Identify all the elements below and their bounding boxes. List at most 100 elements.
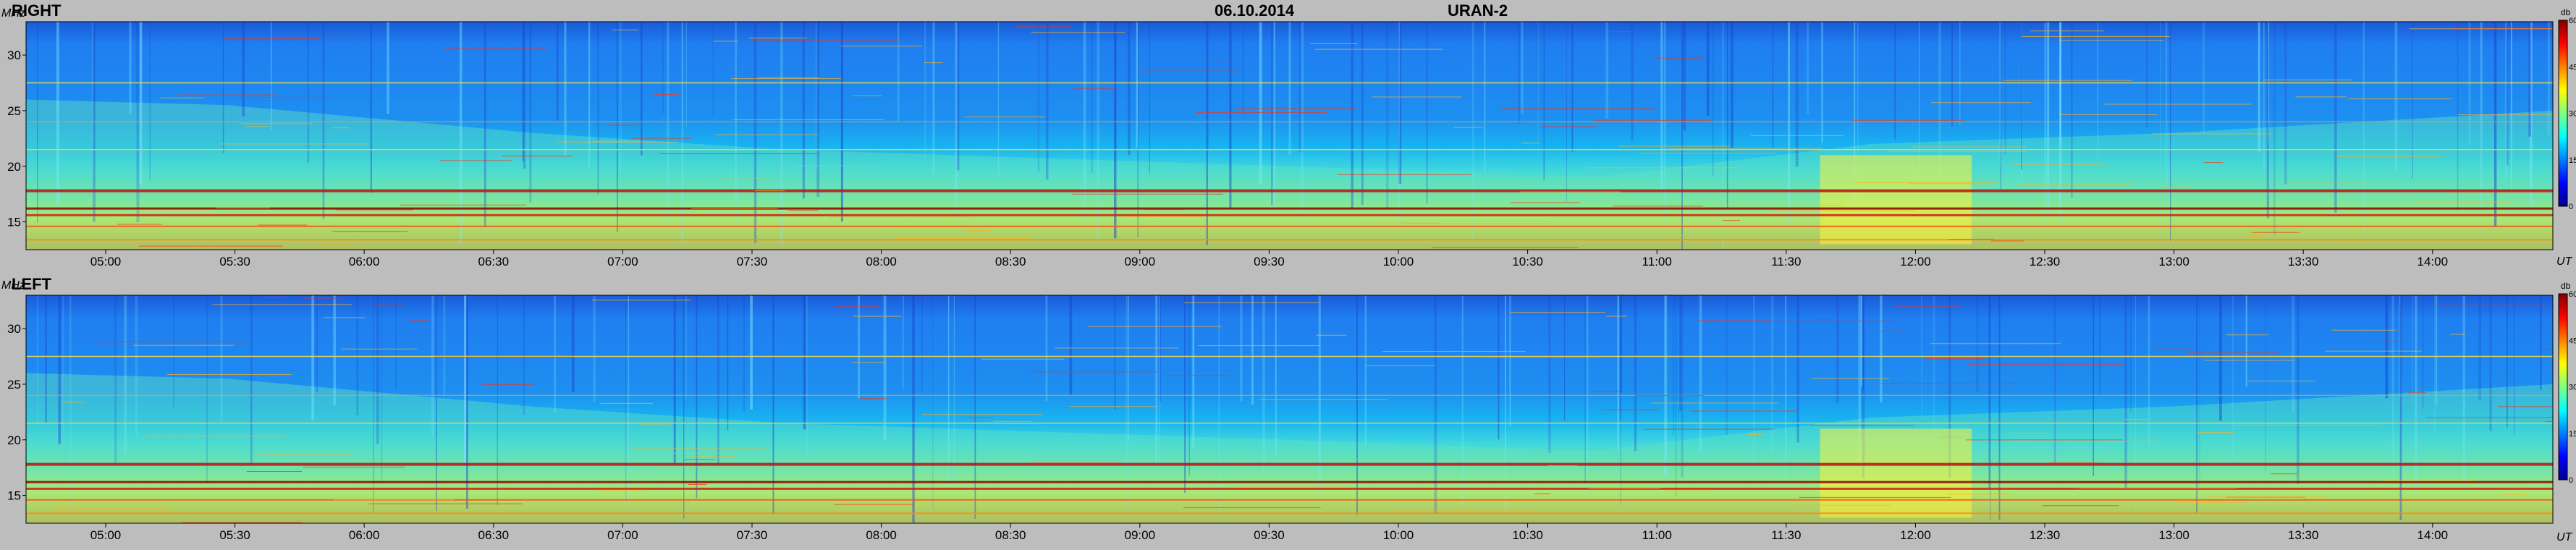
colorbar-unit-left: db (2561, 281, 2571, 291)
interference-stripe (2436, 295, 2438, 405)
interference-stripe (1566, 22, 1567, 202)
interference-stripe (858, 295, 860, 399)
interference-stripe (750, 295, 753, 410)
interference-stripe (58, 295, 61, 444)
interference-stripe (1726, 22, 1728, 210)
interference-stripe (743, 295, 746, 412)
interference-stripe (1136, 22, 1138, 148)
interference-stripe (1584, 295, 1586, 483)
interference-stripe (1461, 295, 1464, 505)
x-tick-label: 14:00 (2417, 528, 2449, 542)
interference-stripe (1351, 22, 1354, 208)
interference-stripe (727, 295, 729, 431)
interference-stripe (1149, 22, 1150, 173)
interference-stripe (1621, 295, 1623, 393)
x-tick-label: 09:00 (1125, 528, 1156, 542)
interference-stripe (222, 22, 224, 153)
interference-stripe (1471, 22, 1474, 241)
interference-stripe (2071, 22, 2073, 198)
colorbar-tick-label: 15 (2569, 156, 2576, 165)
interference-stripe (593, 295, 596, 402)
interference-stripe (683, 295, 685, 519)
interference-stripe (1699, 295, 1702, 453)
panel-title-left: LEFT (12, 275, 51, 293)
interference-stripe (149, 22, 151, 181)
x-tick-label: 13:00 (2158, 255, 2189, 268)
interference-stripe (124, 295, 127, 455)
interference-stripe (1605, 22, 1609, 119)
interference-stripe (1126, 295, 1128, 510)
interference-stripe (2507, 295, 2508, 428)
interference-stripe (932, 22, 935, 175)
interference-stripe (1046, 22, 1049, 179)
interference-stripe (395, 295, 397, 389)
interference-stripe (1206, 22, 1208, 245)
interference-stripe (1262, 295, 1265, 475)
x-tick-label: 11:00 (1642, 528, 1672, 542)
interference-stripe (2504, 22, 2507, 181)
interference-stripe (1795, 22, 1799, 167)
interference-stripe (1364, 295, 1367, 446)
interference-stripe (2468, 22, 2471, 146)
x-tick-label: 12:00 (1900, 528, 1931, 542)
interference-stripe (1318, 295, 1321, 492)
interference-stripe (617, 22, 618, 232)
interference-stripe (2292, 295, 2294, 413)
interference-stripe (1681, 295, 1684, 478)
spectrogram-field (26, 295, 2553, 523)
interference-stripe (1426, 22, 1428, 204)
interference-stripe (129, 22, 132, 114)
interference-stripe (1273, 22, 1275, 208)
interference-stripe (912, 295, 915, 522)
interference-stripe (1770, 295, 1774, 453)
interference-stripe (69, 295, 72, 506)
x-tick-label: 12:00 (1900, 255, 1931, 268)
interference-stripe (2399, 295, 2402, 520)
interference-stripe (431, 295, 434, 438)
interference-stripe (1620, 295, 1621, 420)
interference-stripe (1726, 295, 1728, 435)
interference-stripe (2124, 295, 2127, 489)
interference-stripe (2245, 295, 2247, 387)
interference-stripe (1356, 295, 1358, 515)
interference-stripe (2478, 295, 2481, 400)
interference-stripe (1484, 22, 1486, 172)
interference-stripe (220, 295, 223, 422)
x-tick-label: 09:00 (1125, 255, 1156, 268)
x-tick-label: 06:00 (349, 528, 380, 542)
interference-stripe (619, 22, 622, 172)
interference-stripe (1498, 295, 1500, 440)
y-tick-label: 15 (7, 216, 21, 229)
interference-stripe (522, 22, 524, 161)
interference-stripe (1788, 22, 1791, 227)
interference-stripe (1275, 295, 1277, 455)
interference-stripe (464, 295, 467, 464)
interference-stripe (816, 22, 820, 198)
y-tick-label: 25 (7, 104, 21, 118)
interference-stripe (556, 22, 559, 121)
interference-stripe (483, 22, 486, 227)
interference-stripe (1948, 295, 1951, 478)
interference-stripe (1631, 22, 1634, 141)
interference-stripe (1959, 22, 1961, 125)
interference-stripe (1683, 22, 1686, 131)
interference-stripe (735, 22, 737, 223)
spectrogram-field (26, 22, 2553, 250)
colorbar-tick-label: 15 (2569, 430, 2576, 439)
interference-stripe (673, 295, 676, 464)
y-tick-label: 15 (7, 489, 21, 503)
interference-stripe (997, 22, 1000, 177)
interference-stripe (780, 22, 783, 245)
interference-stripe (947, 295, 950, 486)
x-tick-label: 06:00 (349, 255, 380, 268)
x-tick-label: 11:30 (1771, 255, 1801, 268)
colorbar-tick-label: 0 (2569, 203, 2573, 211)
interference-stripe (1679, 295, 1682, 411)
interference-stripe (1681, 22, 1683, 250)
interference-stripe (2263, 22, 2265, 169)
interference-stripe (1617, 295, 1619, 450)
x-tick-label: 07:30 (737, 255, 768, 268)
x-tick-label: 05:00 (90, 255, 122, 268)
interference-stripe (1188, 295, 1190, 475)
interference-stripe (803, 295, 806, 430)
